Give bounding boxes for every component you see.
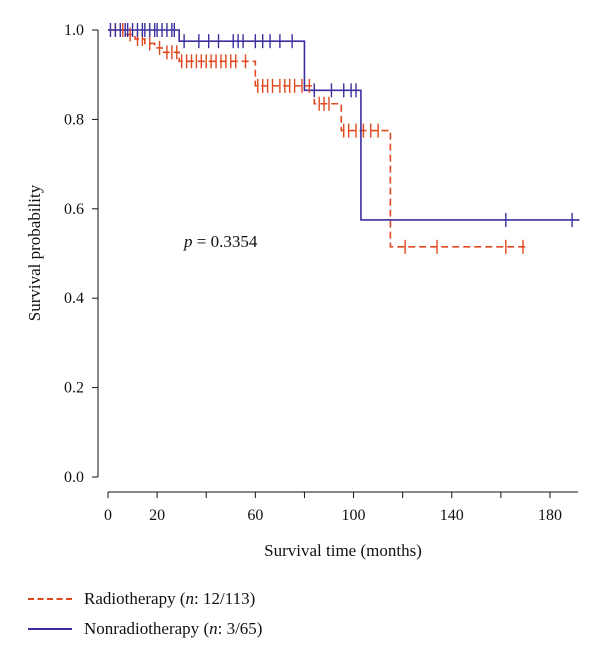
p-value-annotation: p = 0.3354 (183, 232, 258, 251)
y-tick-label: 0.6 (64, 201, 84, 218)
y-tick-label: 0.0 (64, 469, 84, 486)
legend-label-radiotherapy: Radiotherapy (n: 12/113) (84, 589, 256, 608)
x-tick-label: 60 (247, 507, 263, 524)
x-tick-label: 140 (440, 507, 464, 524)
legend-label-nonradiotherapy: Nonradiotherapy (n: 3/65) (84, 619, 263, 638)
survival-curve-radiotherapy (108, 29, 526, 248)
legend-swatch-solid (28, 628, 72, 630)
x-tick-label: 100 (342, 507, 366, 524)
x-tick-label: 180 (538, 507, 562, 524)
survival-curve-nonradiotherapy (108, 29, 580, 221)
y-tick-label: 1.0 (64, 22, 84, 39)
y-tick-label: 0.4 (64, 290, 84, 307)
censor-marks (109, 23, 573, 254)
x-tick-label: 0 (104, 507, 112, 524)
legend-swatch-dashed (28, 598, 72, 600)
x-axis-label: Survival time (months) (264, 541, 422, 560)
y-tick-label: 0.2 (64, 380, 84, 397)
legend-item-radiotherapy: Radiotherapy (n: 12/113) (28, 584, 262, 614)
x-tick-label: 20 (149, 507, 165, 524)
y-axis-label: Survival probability (25, 184, 44, 321)
legend: Radiotherapy (n: 12/113) Nonradiotherapy… (28, 584, 262, 644)
km-chart: 0.0 0.2 0.4 0.6 0.8 1.0 0 20 60 100 140 180 p = 0.3… (25, 22, 580, 560)
legend-item-nonradiotherapy: Nonradiotherapy (n: 3/65) (28, 614, 262, 644)
survival-curves (108, 29, 580, 248)
axes: 0.0 0.2 0.4 0.6 0.8 1.0 0 20 60 100 140 180 (64, 22, 578, 524)
y-tick-label: 0.8 (64, 111, 84, 128)
